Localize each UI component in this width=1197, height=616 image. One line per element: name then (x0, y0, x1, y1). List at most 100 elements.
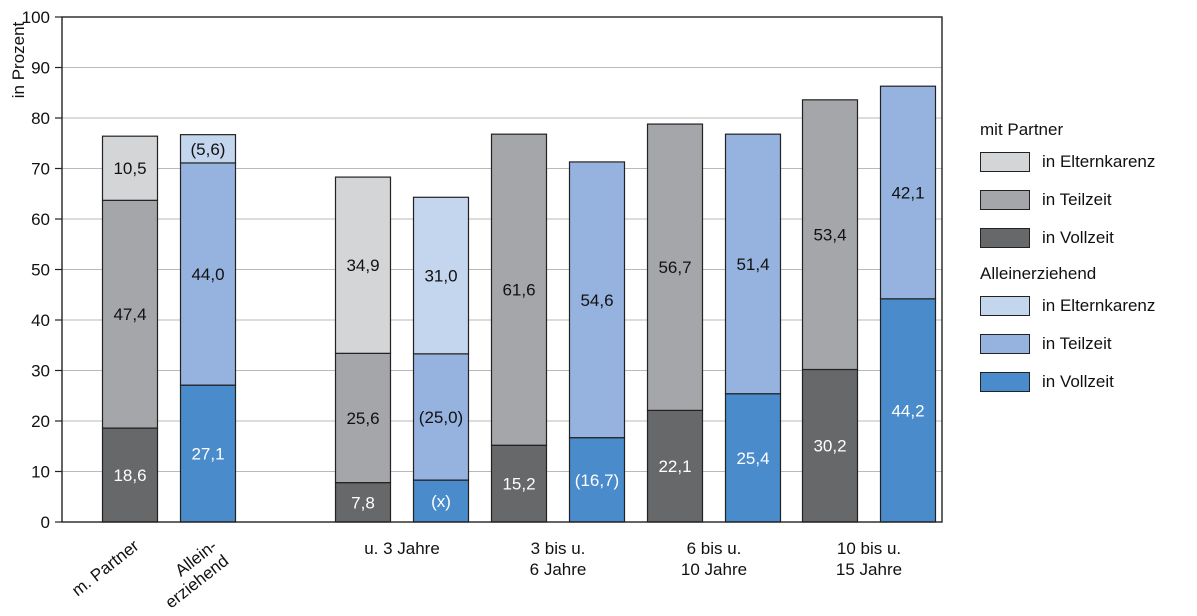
legend-item: in Teilzeit (980, 189, 1195, 211)
legend-label: in Vollzeit (1042, 228, 1114, 247)
bar-segment (334, 482, 392, 523)
y-tick-label: 0 (41, 513, 50, 532)
bar-segment (101, 427, 159, 523)
y-tick-label: 20 (31, 412, 50, 431)
data-label: (25,0) (419, 408, 463, 427)
bar-segment (179, 134, 237, 164)
bar-segment (412, 479, 470, 523)
bar-segment (490, 133, 548, 446)
data-label: 42,1 (891, 183, 924, 202)
bar-segment (568, 161, 626, 439)
data-label: 10,5 (113, 159, 146, 178)
bars: 18,647,410,527,144,0(5,6)7,825,634,9(x)(… (101, 85, 937, 523)
data-label: 56,7 (658, 258, 691, 277)
legend-swatch (980, 296, 1030, 316)
data-label: 34,9 (346, 256, 379, 275)
data-label: 25,4 (736, 449, 769, 468)
data-label: 7,8 (351, 493, 375, 512)
legend-group: mit Partner in Elternkarenz in Teilzeit in … (980, 119, 1195, 249)
bar-segment (490, 444, 548, 523)
bar-segment (412, 196, 470, 355)
legend-item: in Elternkarenz (980, 151, 1195, 173)
data-label: 31,0 (424, 267, 457, 286)
legend-group: Alleinerziehend in Elternkarenz in Teilzei… (980, 263, 1195, 393)
bar: 25,4 51,4 (724, 133, 782, 523)
bar-segment (724, 133, 782, 395)
bar-segment (801, 99, 859, 371)
bar: 22,1 56,7 (646, 123, 704, 523)
data-label: (5,6) (191, 140, 226, 159)
legend-label: in Teilzeit (1042, 334, 1112, 353)
category-label: 6 bis u. 10 Jahre (681, 539, 747, 579)
bar: 27,1 44,0 (5,6) (179, 134, 237, 523)
data-label: 51,4 (736, 255, 769, 274)
bar: 18,6 47,4 10,5 (101, 135, 159, 523)
category-label: u. 3 Jahre (364, 539, 440, 558)
legend-label: in Vollzeit (1042, 372, 1114, 391)
legend-item: in Vollzeit (980, 371, 1195, 393)
legend-swatch (980, 334, 1030, 354)
legend-swatch (980, 372, 1030, 392)
bar: 44,2 42,1 (879, 85, 937, 523)
data-label: 47,4 (113, 305, 146, 324)
data-label: 25,6 (346, 409, 379, 428)
bar-segment (879, 298, 937, 523)
data-label: 44,2 (891, 401, 924, 420)
category-label: Allein-erziehend (150, 536, 232, 612)
bar: (x) (25,0) 31,0 (412, 196, 470, 523)
legend-swatch (980, 228, 1030, 248)
bar: (16,7) 54,6 (568, 161, 626, 523)
legend-label: in Elternkarenz (1042, 152, 1156, 171)
bar-segment (334, 352, 392, 484)
bar-segment (412, 353, 470, 481)
legend-group-title: Alleinerziehend (980, 264, 1097, 283)
data-label: 44,0 (191, 265, 224, 284)
y-tick-label: 100 (22, 8, 50, 27)
legend-swatch (980, 152, 1030, 172)
data-label: 30,2 (813, 437, 846, 456)
category-label: 10 bis u. 15 Jahre (836, 539, 902, 579)
data-label: 18,6 (113, 466, 146, 485)
bar-segment (646, 123, 704, 411)
y-tick-label: 30 (31, 362, 50, 381)
data-label: 15,2 (502, 475, 535, 494)
bar-segment (879, 85, 937, 300)
data-label: 27,1 (191, 445, 224, 464)
data-label: (x) (431, 492, 451, 511)
bar: 30,2 53,4 (801, 99, 859, 523)
bar-segment (568, 437, 626, 523)
bar-segment (101, 135, 159, 201)
y-tick-label: 80 (31, 109, 50, 128)
bar-segment (801, 368, 859, 523)
legend-swatch (980, 190, 1030, 210)
data-label: 53,4 (813, 226, 846, 245)
plot-frame (61, 16, 943, 523)
y-axis-label: in Prozent (9, 21, 28, 98)
data-label: 54,6 (580, 291, 613, 310)
data-label: 22,1 (658, 457, 691, 476)
legend-group-title: mit Partner (980, 120, 1064, 139)
y-tick-label: 70 (31, 160, 50, 179)
legend-item: in Elternkarenz (980, 295, 1195, 317)
legend: mit Partner in Elternkarenz in Teilzeit in … (980, 119, 1195, 407)
bar-segment (724, 393, 782, 523)
bar-segment (101, 199, 159, 429)
category-label: 3 bis u. 6 Jahre (530, 539, 587, 579)
data-label: 61,6 (502, 281, 535, 300)
category-label: m. Partner (68, 536, 142, 600)
data-label: (16,7) (575, 471, 619, 490)
legend-label: in Teilzeit (1042, 190, 1112, 209)
legend-label: in Elternkarenz (1042, 296, 1156, 315)
legend-item: in Vollzeit (980, 227, 1195, 249)
bar: 7,8 25,6 34,9 (334, 176, 392, 523)
y-tick-label: 50 (31, 261, 50, 280)
y-tick-label: 90 (31, 59, 50, 78)
y-tick-label: 10 (31, 463, 50, 482)
y-tick-label: 60 (31, 210, 50, 229)
bar-segment (179, 384, 237, 523)
y-tick-label: 40 (31, 311, 50, 330)
bar-segment (334, 176, 392, 354)
legend-item: in Teilzeit (980, 333, 1195, 355)
bar: 15,2 61,6 (490, 133, 548, 523)
